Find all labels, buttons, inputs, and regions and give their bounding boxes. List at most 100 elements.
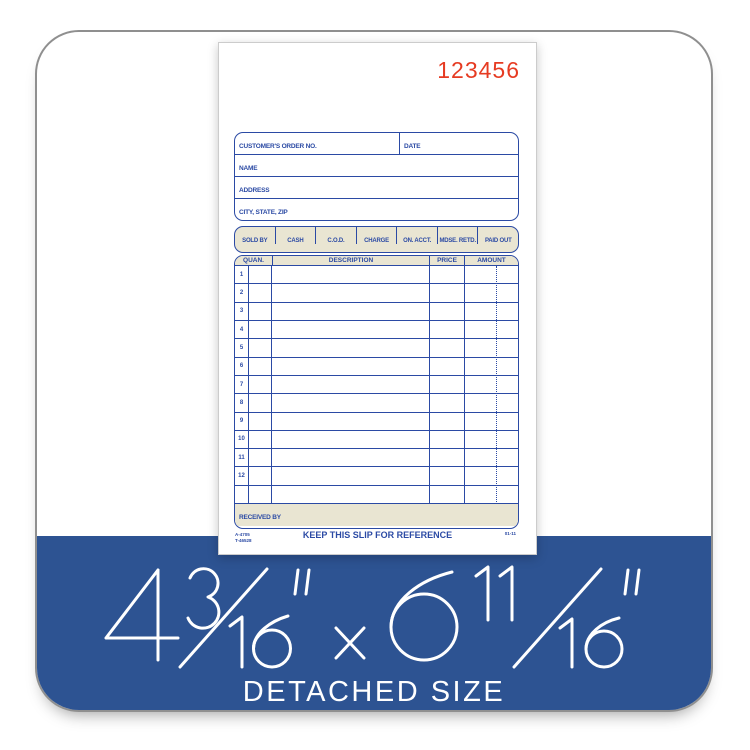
cell-desc: [272, 467, 430, 485]
cell-quan: [249, 339, 272, 357]
payment-option: PAID OUT: [484, 238, 512, 244]
cell-quan: [249, 357, 272, 375]
cell-desc: [272, 394, 430, 412]
cell-desc: [272, 320, 430, 339]
cell-amt: [465, 266, 518, 283]
customer-info-box: CUSTOMER'S ORDER NO. DATE NAME ADDRESS C…: [234, 132, 519, 221]
cell-price: [430, 375, 465, 394]
cell-amt: [465, 394, 518, 411]
payment-method-row: SOLD BY CASH C.O.D. CHARGE ON. ACCT. MDSE. RE…: [234, 226, 519, 253]
form-code-2: T-46528: [235, 537, 252, 543]
cell-num: 4: [235, 320, 249, 339]
cell-amt: [465, 358, 518, 375]
cell-price: [430, 485, 465, 504]
cell-num: 2: [235, 284, 249, 302]
cell-amt: [465, 486, 518, 503]
cell-desc: [272, 449, 430, 467]
table-row: 3: [235, 302, 518, 321]
table-row: 2: [235, 284, 518, 303]
size-fraction-graphic: [104, 565, 641, 669]
cell-num: 6: [235, 357, 249, 375]
cell-num: 11: [235, 449, 249, 467]
payment-option: C.O.D.: [316, 227, 357, 244]
cell-quan: [249, 449, 272, 467]
cell-num: 3: [235, 302, 249, 320]
cell-amt: [465, 284, 518, 301]
cell-quan: [249, 430, 272, 449]
product-card: 4 3/16" x 6 11/16": [35, 30, 713, 712]
payment-option: SOLD BY: [235, 227, 276, 244]
cell-price: [430, 302, 465, 320]
cell-quan: [249, 320, 272, 339]
cell-num: 5: [235, 339, 249, 357]
payment-option: CHARGE: [357, 227, 398, 244]
table-row: 1: [235, 266, 518, 285]
order-table-header: QUAN. DESCRIPTION PRICE AMOUNT: [235, 256, 518, 266]
revision-code: 01-11: [504, 531, 516, 536]
cell-price: [430, 430, 465, 449]
cell-desc: [272, 375, 430, 394]
cell-num: [235, 485, 249, 504]
reference-note: KEEP THIS SLIP FOR REFERENCE: [302, 530, 453, 540]
cell-num: 12: [235, 467, 249, 485]
cell-price: [430, 284, 465, 302]
cell-desc: [272, 412, 430, 430]
table-row: 11: [235, 449, 518, 468]
table-row: 10: [235, 430, 518, 450]
header-quan: QUAN.: [235, 256, 273, 265]
field-date: DATE: [404, 143, 421, 150]
cell-amt: [465, 303, 518, 320]
cell-num: 1: [235, 266, 249, 284]
size-banner: 4 3/16" x 6 11/16": [37, 536, 711, 710]
cell-quan: [249, 412, 272, 430]
cell-quan: [249, 302, 272, 320]
cell-desc: [272, 284, 430, 302]
table-row: 6: [235, 357, 518, 376]
table-row: 5: [235, 339, 518, 358]
received-by-row: RECEIVED BY: [235, 504, 518, 526]
cell-amt: [465, 467, 518, 484]
cell-price: [430, 467, 465, 485]
cell-amt: [465, 321, 518, 338]
cents-dotted-rule: [496, 266, 497, 504]
sales-slip: 123456 CUSTOMER'S ORDER NO. DATE NAME AD…: [218, 42, 537, 555]
cell-quan: [249, 485, 272, 504]
cell-amt: [465, 376, 518, 393]
size-label: DETACHED SIZE: [242, 676, 506, 708]
cell-amt: [465, 431, 518, 448]
cell-price: [430, 449, 465, 467]
slip-number: 123456: [437, 57, 520, 83]
table-row: 12: [235, 467, 518, 486]
cell-num: 10: [235, 430, 249, 449]
cell-num: 8: [235, 394, 249, 412]
customer-order-date-row: CUSTOMER'S ORDER NO. DATE: [235, 133, 518, 154]
cell-price: [430, 339, 465, 357]
cell-quan: [249, 266, 272, 284]
form-codes: A-4705 T-46528: [235, 532, 252, 543]
payment-option: MDSE. RETD.: [438, 227, 479, 244]
cell-desc: [272, 430, 430, 449]
field-customers-order-no: CUSTOMER'S ORDER NO.: [235, 133, 400, 154]
table-row: 7: [235, 375, 518, 395]
cell-amt: [465, 413, 518, 430]
table-row: 4: [235, 320, 518, 340]
payment-option: CASH: [276, 227, 317, 244]
field-city-state-zip: CITY, STATE, ZIP: [235, 198, 518, 220]
header-description: DESCRIPTION: [273, 256, 430, 265]
cell-quan: [249, 394, 272, 412]
cell-price: [430, 320, 465, 339]
table-row: 9: [235, 412, 518, 431]
payment-option: ON. ACCT.: [397, 227, 438, 244]
cell-desc: [272, 485, 430, 504]
cell-quan: [249, 284, 272, 302]
size-text: 4 3/16" x 6 11/16": [37, 536, 38, 537]
cell-desc: [272, 266, 430, 284]
header-price: PRICE: [430, 256, 465, 265]
cell-desc: [272, 339, 430, 357]
cell-price: [430, 266, 465, 284]
order-table-body: 1 2 3 4 5 6 7 8 9 10 11 12: [235, 266, 518, 505]
cell-quan: [249, 375, 272, 394]
field-address: ADDRESS: [235, 176, 518, 198]
